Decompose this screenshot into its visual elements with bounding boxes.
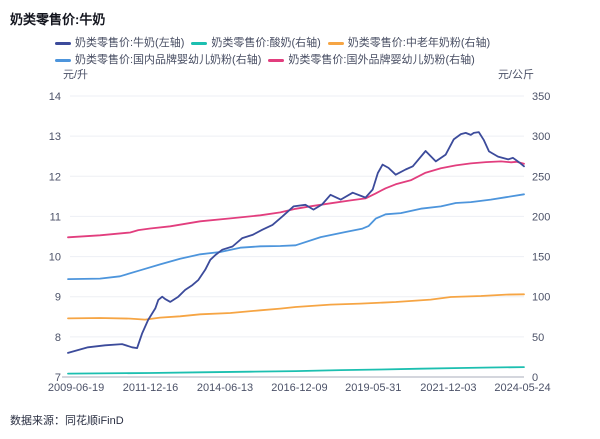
legend: 奶类零售价:牛奶(左轴) 奶类零售价:酸奶(右轴) 奶类零售价:中老年奶粉(右轴) 奶… [55, 35, 555, 68]
y-tick-label-left: 11 [50, 211, 61, 223]
y-tick-label-right: 200 [532, 211, 550, 223]
y-tick-label-left: 10 [49, 252, 61, 264]
gridlines [70, 95, 524, 338]
y-tick-label-left: 8 [55, 332, 61, 344]
y-tick-label-left: 7 [55, 372, 61, 384]
y-tick-label-right: 100 [532, 292, 550, 304]
y-tick-label-right: 350 [532, 91, 550, 103]
legend-row-2: 奶类零售价:国内品牌婴幼儿奶粉(右轴) 奶类零售价:国外品牌婴幼儿奶粉(右轴) [55, 52, 555, 68]
x-tick-label: 2024-05-24 [494, 382, 550, 394]
legend-line-marker [55, 41, 71, 45]
x-tick-label: 2011-12-16 [123, 382, 178, 394]
legend-item-domestic_formula[interactable]: 奶类零售价:国内品牌婴幼儿奶粉(右轴) [55, 52, 261, 68]
left-axis-unit-label: 元/升 [63, 69, 89, 81]
legend-item-yogurt[interactable]: 奶类零售价:酸奶(右轴) [191, 35, 321, 51]
x-tick-label: 2016-12-09 [271, 382, 327, 394]
legend-label: 奶类零售价:牛奶(左轴) [75, 37, 185, 49]
legend-label: 奶类零售价:酸奶(右轴) [211, 37, 321, 49]
legend-row-1: 奶类零售价:牛奶(左轴) 奶类零售价:酸奶(右轴) 奶类零售价:中老年奶粉(右轴) [55, 35, 555, 51]
legend-line-marker [327, 41, 344, 45]
series-line-foreign_formula[interactable] [67, 160, 525, 239]
y-axis-labels-left: 14 13 12 11 10 9 8 7 [49, 91, 61, 384]
x-tick-label: 2014-06-13 [197, 382, 253, 394]
legend-label: 奶类零售价:国外品牌婴幼儿奶粉(右轴) [288, 54, 475, 66]
y-tick-label-right: 300 [532, 131, 550, 143]
right-axis-unit-label: 元/公斤 [497, 69, 534, 81]
legend-label: 奶类零售价:国内品牌婴幼儿奶粉(右轴) [75, 54, 262, 66]
data-source-note: 数据来源：同花顺iFinD [10, 415, 124, 427]
x-tick-label: 2019-05-31 [345, 382, 401, 394]
legend-line-marker [191, 41, 208, 45]
y-tick-label-right: 50 [532, 332, 544, 344]
y-tick-label-right: 250 [532, 171, 550, 183]
y-tick-label-left: 9 [55, 292, 61, 304]
x-tick-label: 2021-12-03 [420, 382, 476, 394]
series-line-milk[interactable] [67, 131, 525, 354]
legend-item-foreign_formula[interactable]: 奶类零售价:国外品牌婴幼儿奶粉(右轴) [268, 52, 475, 68]
legend-label: 奶类零售价:中老年奶粉(右轴) [347, 37, 491, 49]
series-line-yogurt[interactable] [67, 366, 525, 375]
series-line-elderly_powder[interactable] [67, 293, 525, 321]
series-line-domestic_formula[interactable] [67, 193, 525, 281]
legend-line-marker [268, 58, 285, 62]
legend-item-elderly_powder[interactable]: 奶类零售价:中老年奶粉(右轴) [327, 35, 491, 51]
y-tick-label-right: 0 [532, 372, 538, 384]
x-axis-labels: 2009-06-19 2011-12-16 2014-06-13 2016-12-09… [48, 382, 551, 394]
x-tick-label: 2009-06-19 [48, 382, 104, 394]
legend-line-marker [55, 58, 71, 62]
y-tick-label-right: 150 [532, 252, 550, 264]
legend-item-milk[interactable]: 奶类零售价:牛奶(左轴) [55, 35, 184, 51]
y-tick-label-left: 13 [49, 131, 61, 143]
chart-title: 奶类零售价:牛奶 [10, 12, 106, 27]
y-tick-label-left: 14 [49, 91, 61, 103]
y-axis-labels-right: 350 300 250 200 150 100 50 0 [532, 91, 550, 384]
y-tick-label-left: 12 [49, 171, 61, 183]
